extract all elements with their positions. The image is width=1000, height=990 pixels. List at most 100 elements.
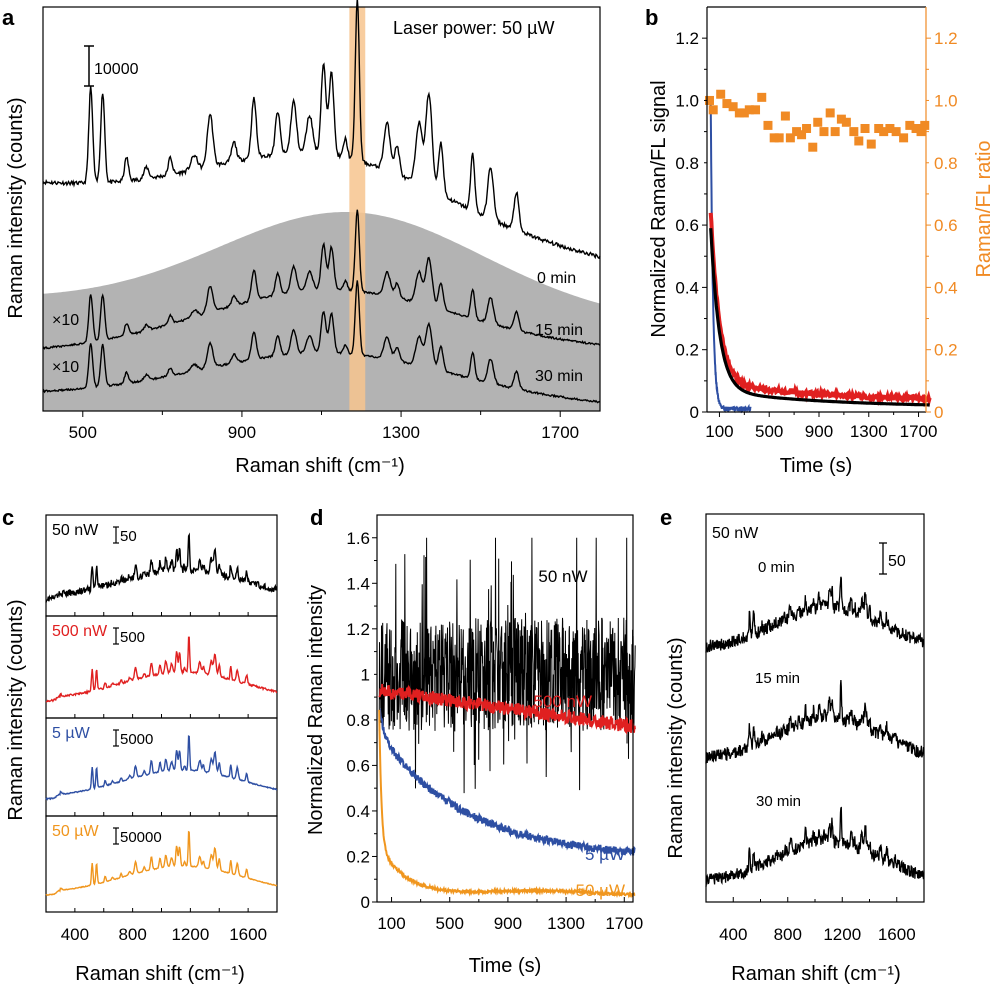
ratio-point [879, 127, 889, 137]
panel-a-ylabel: Raman intensity (counts) [5, 97, 27, 318]
y2-tick-label: 0.6 [934, 216, 958, 235]
ratio-point [841, 117, 851, 127]
y-tick-label: 0.8 [675, 154, 699, 173]
x-tick-label: 1600 [229, 925, 267, 944]
spectrum-line-e [705, 679, 925, 764]
scale-bar-label: 500 [120, 629, 145, 646]
trace-5uW [378, 707, 636, 857]
y-tick-label: 0.4 [675, 278, 699, 297]
spectrum-line [45, 830, 278, 897]
ratio-point [774, 133, 784, 143]
panel-e-scale-label: 50 [888, 553, 906, 570]
x-tick-label: 500 [436, 914, 464, 933]
series-label: 50 µW [52, 823, 99, 840]
ratio-point [885, 124, 895, 133]
ratio-point [899, 133, 909, 143]
x-tick-label: 1300 [850, 422, 888, 441]
ratio-point [825, 108, 835, 118]
multiplier-30min: ×10 [52, 359, 79, 376]
panel-label-a: a [2, 5, 15, 30]
y-tick-label: 1.4 [346, 574, 370, 593]
y2-tick-label: 0.4 [934, 278, 958, 297]
y-tick-label: 0.2 [675, 341, 699, 360]
highlight-band [349, 7, 366, 411]
ratio-point [813, 117, 823, 127]
spectrum-line [45, 735, 278, 801]
y-tick-label: 1.6 [346, 529, 370, 548]
x-tick-label: 800 [774, 925, 802, 944]
panel-b-xlabel: Time (s) [780, 455, 853, 477]
series-label-500nW: 500 nW [533, 692, 592, 711]
scale-bar-label: 50000 [120, 829, 162, 846]
panel-c-ylabel: Raman intensity (counts) [5, 599, 27, 820]
y2-tick-label: 1.2 [934, 29, 958, 48]
y2-tick-label: 0.2 [934, 341, 958, 360]
x-tick-label: 1300 [382, 423, 420, 442]
scale-bar-label: 5000 [120, 731, 153, 748]
panel-c: c 50 nW 50 500 nW 500 5 µW 5000 50 µW 50000 400… [2, 505, 278, 985]
y-tick-label: 0 [690, 403, 699, 422]
series-label: 50 nW [52, 522, 99, 539]
ratio-point [808, 142, 818, 152]
panel-e-xlabel: Raman shift (cm⁻¹) [731, 963, 900, 985]
y-tick-label: 1.0 [675, 91, 699, 110]
panel-d-ylabel: Normalized Raman intensity [305, 585, 327, 835]
panel-d: d 0 0.2 0.4 0.6 0.8 1 1.2 1.4 1.6 100 500 900 1300 1… [305, 505, 643, 977]
y-tick-label: 0.2 [346, 847, 370, 866]
ratio-point [830, 127, 840, 137]
panel-label-e: e [660, 505, 672, 530]
scale-bar-label: 50 [120, 528, 137, 545]
x-tick-label: 100 [377, 914, 405, 933]
panel-a-scale-label: 10000 [94, 61, 139, 78]
x-tick-label: 500 [755, 422, 783, 441]
spectrum-line-0min [42, 0, 601, 260]
y-tick-label: 0.6 [675, 216, 699, 235]
x-tick-label: 900 [228, 423, 256, 442]
ratio-point [916, 127, 926, 137]
ratio-point [785, 133, 795, 143]
decay-curve-1 [708, 212, 932, 408]
x-tick-label: 1700 [605, 914, 643, 933]
series-label-0min: 0 min [537, 270, 576, 287]
ratio-point [780, 111, 790, 121]
panel-e: e 50 nW 50 0 min 15 min 30 min 400 800 120… [660, 505, 925, 985]
x-tick-label: 1700 [900, 422, 938, 441]
ratio-point [905, 120, 915, 130]
ratio-point [704, 95, 714, 105]
ratio-point [891, 127, 901, 137]
panel-a-xlabel: Raman shift (cm⁻¹) [235, 455, 404, 477]
ratio-point [734, 108, 744, 118]
panel-a: a Laser power: 50 µW 10000 0 min 15 min … [2, 0, 601, 477]
x-tick-label: 1600 [878, 925, 916, 944]
spectrum-line [45, 636, 278, 703]
ratio-point [866, 139, 876, 149]
y2-tick-label: 1.0 [934, 91, 958, 110]
panel-a-title: Laser power: 50 µW [393, 18, 554, 38]
ratio-point [708, 105, 718, 115]
y2-tick-label: 0.8 [934, 154, 958, 173]
ratio-point [874, 124, 884, 133]
trace-50uW [378, 709, 636, 899]
fluorescence-background-0min [43, 212, 600, 411]
panel-b-y2label: Raman/FL ratio [973, 140, 995, 277]
y-tick-label: 0.8 [346, 711, 370, 730]
x-tick-label: 400 [61, 925, 89, 944]
ratio-point [769, 133, 779, 143]
panel-label-d: d [310, 505, 323, 530]
ratio-point [751, 105, 761, 115]
ratio-point [802, 124, 812, 133]
ratio-point [763, 120, 773, 130]
x-tick-label: 900 [805, 422, 833, 441]
ratio-point [911, 124, 921, 133]
y2-tick-label: 0 [934, 403, 943, 422]
x-tick-label: 500 [69, 423, 97, 442]
panel-e-frame [705, 513, 925, 903]
x-tick-label: 400 [719, 925, 747, 944]
panel-e-scale-bar: 50 [879, 542, 906, 575]
ratio-point [722, 99, 732, 109]
x-tick-label: 1700 [541, 423, 579, 442]
spectrum-line-e [705, 576, 925, 653]
panel-b: b 0 0.2 0.4 0.6 0.8 1.0 1.2 0 0.2 0.4 0.6 0.8 1.0 1.… [645, 5, 995, 477]
y-tick-label: 0.6 [346, 756, 370, 775]
